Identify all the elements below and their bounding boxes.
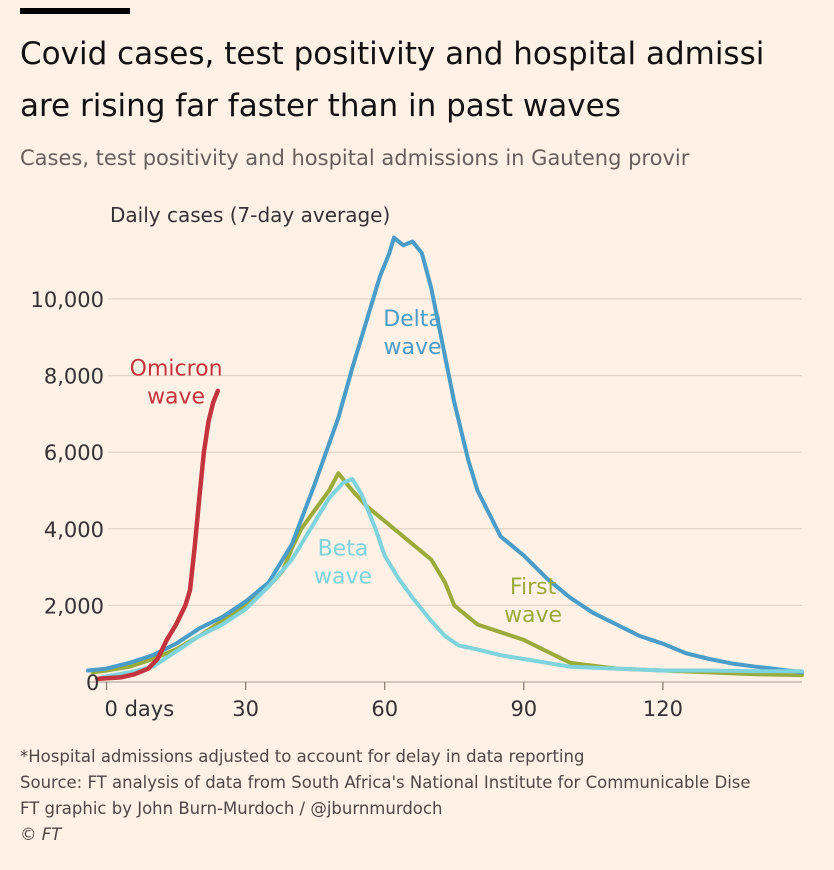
x-tick-label: 30 bbox=[232, 697, 259, 721]
x-tick-label: 90 bbox=[510, 697, 537, 721]
title-line-1: Covid cases, test positivity and hospita… bbox=[20, 36, 765, 72]
y-axis-label: Daily cases (7-day average) bbox=[110, 203, 390, 227]
series-labels: First wave Delta wave Beta wave Omicron wave bbox=[130, 307, 562, 628]
y-tick-label: 4,000 bbox=[44, 518, 104, 542]
credit-line: FT graphic by John Burn-Murdoch / @jburn… bbox=[20, 799, 443, 818]
y-tick-label: 0 bbox=[86, 671, 99, 695]
title-line-2: are rising far faster than in past waves bbox=[20, 88, 621, 124]
chart-footer: *Hospital admissions adjusted to account… bbox=[20, 744, 751, 848]
copyright: © FT bbox=[20, 825, 62, 844]
series-line-omicron bbox=[95, 388, 221, 682]
x-tick-label: 120 bbox=[643, 697, 683, 721]
source-line: Source: FT analysis of data from South A… bbox=[20, 773, 751, 792]
y-tick-label: 2,000 bbox=[44, 594, 104, 618]
series-label-beta: Beta wave bbox=[314, 537, 372, 590]
x-tick-label: 60 bbox=[371, 697, 398, 721]
series-line-beta bbox=[95, 477, 804, 681]
y-tick-label: 6,000 bbox=[44, 441, 104, 465]
series-line-delta bbox=[86, 235, 804, 675]
ft-brand-bar bbox=[20, 8, 130, 14]
y-tick-label: 10,000 bbox=[31, 288, 104, 312]
cases-line-chart: Daily cases (7-day average) First wave Del… bbox=[31, 203, 804, 721]
page-title: Covid cases, test positivity and hospita… bbox=[20, 28, 834, 132]
series-lines bbox=[86, 235, 804, 682]
chart-subtitle: Cases, test positivity and hospital admi… bbox=[20, 146, 690, 170]
series-label-first: First wave bbox=[504, 575, 562, 628]
series-label-omicron: Omicron wave bbox=[130, 357, 223, 410]
footnote: *Hospital admissions adjusted to account… bbox=[20, 747, 585, 766]
y-tick-label: 8,000 bbox=[44, 365, 104, 389]
axis-ticks: 0 2,000 4,000 6,000 8,000 10,000 0 days 30 60 90 1… bbox=[31, 288, 683, 721]
series-label-delta: Delta wave bbox=[383, 307, 442, 360]
x-tick-label: 0 days bbox=[105, 697, 175, 721]
